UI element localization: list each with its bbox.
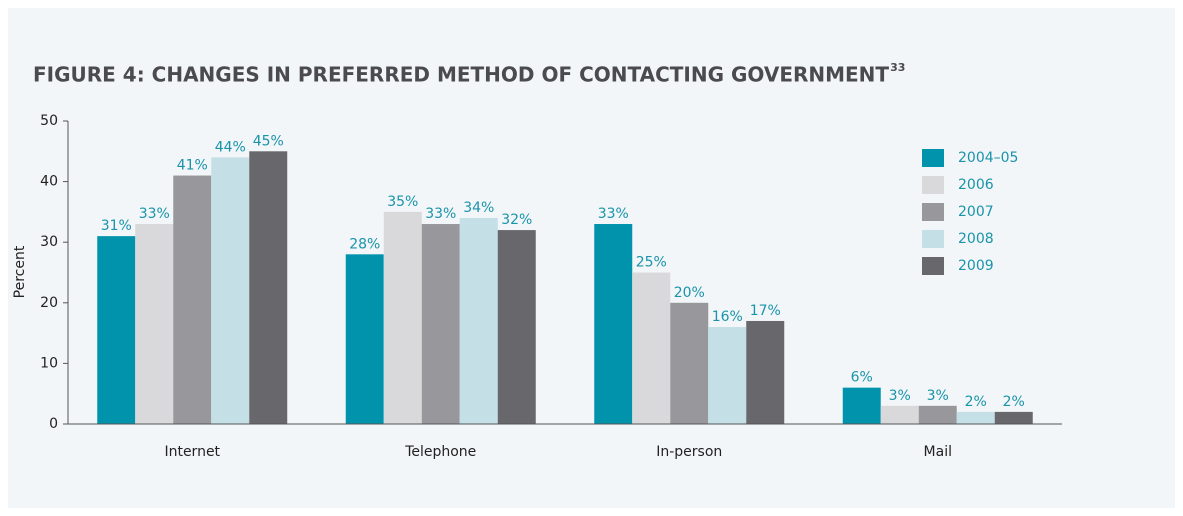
y-tick-label: 10 [40,355,58,371]
bar [421,224,460,424]
legend-label: 2009 [958,258,994,274]
x-tick-label: Internet [164,444,220,460]
value-label: 16% [712,309,743,325]
bar [173,175,212,424]
bar [345,254,384,424]
legend-label: 2007 [958,204,994,220]
value-label: 25% [636,255,667,271]
bar [97,236,136,424]
value-label: 34% [463,200,494,216]
bar [842,387,881,424]
y-tick-label: 0 [49,416,58,432]
bar [594,224,633,424]
value-label: 20% [674,285,705,301]
x-tick-label: Telephone [404,444,476,460]
bar [670,302,709,424]
value-label: 2% [965,394,987,410]
bar [708,327,747,424]
value-label: 33% [598,206,629,222]
value-label: 33% [425,206,456,222]
legend-label: 2004–05 [958,150,1018,166]
bar [497,230,536,424]
legend-swatch [922,203,944,221]
y-tick-label: 30 [40,234,58,250]
legend-label: 2006 [958,177,994,193]
x-tick-label: In-person [656,444,722,460]
y-tick-label: 40 [40,174,58,190]
value-label: 32% [501,212,532,228]
y-axis-label: Percent [12,245,28,298]
legend-swatch [922,230,944,248]
bar [211,157,250,425]
value-label: 28% [349,236,380,252]
bar [956,411,995,424]
value-label: 45% [253,133,284,149]
value-label: 3% [927,388,949,404]
value-label: 33% [139,206,170,222]
bar [459,217,498,424]
value-label: 44% [215,139,246,155]
bar [746,320,785,424]
chart-title: FIGURE 4: CHANGES IN PREFERRED METHOD OF… [33,63,889,87]
value-label: 35% [387,194,418,210]
legend-label: 2008 [958,231,994,247]
legend-swatch [922,176,944,194]
legend-swatch [922,257,944,275]
value-label: 6% [851,370,873,386]
bar [880,405,919,424]
bar [994,411,1033,424]
value-label: 31% [101,218,132,234]
bar [918,405,957,424]
bar [383,211,422,424]
value-label: 2% [1003,394,1025,410]
x-tick-label: Mail [924,444,952,460]
bar [249,151,288,425]
title-note: 33 [890,61,905,74]
bar [135,224,174,424]
y-tick-label: 50 [40,113,58,129]
bar [632,272,671,424]
value-label: 17% [750,303,781,319]
y-tick-label: 20 [40,295,58,311]
value-label: 41% [177,158,208,174]
value-label: 3% [889,388,911,404]
legend-swatch [922,149,944,167]
